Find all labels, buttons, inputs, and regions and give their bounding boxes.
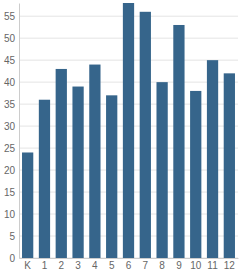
bar (72, 87, 83, 258)
x-tick: 3 (75, 258, 81, 271)
y-tick: 10 (4, 209, 19, 220)
y-tick-label: 50 (4, 33, 16, 44)
y-tick: 55 (4, 11, 19, 22)
y-tick-label: 55 (4, 11, 16, 22)
y-tick: 40 (4, 77, 19, 88)
x-tick: 7 (143, 258, 149, 271)
bar (190, 91, 201, 258)
bar (173, 25, 184, 258)
x-tick-label: 10 (190, 260, 202, 271)
plot: 0510152025303540455055K123456789101112 (4, 3, 239, 271)
x-tick-label: 4 (92, 260, 98, 271)
x-tick: 11 (207, 258, 218, 271)
bars (22, 3, 235, 258)
x-tick-label: 9 (176, 260, 182, 271)
y-tick: 15 (4, 187, 19, 198)
y-tick-label: 30 (4, 121, 16, 132)
y-tick-label: 40 (4, 77, 16, 88)
bar (56, 69, 67, 258)
x-tick: 1 (42, 258, 48, 271)
y-tick-label: 0 (9, 253, 15, 264)
x-tick-label: 12 (224, 260, 236, 271)
bar (106, 95, 117, 258)
x-axis-line (20, 258, 239, 259)
bar (39, 100, 50, 258)
x-tick: 12 (224, 258, 236, 271)
y-tick: 25 (4, 143, 19, 154)
x-tick-label: 7 (143, 260, 149, 271)
x-tick-label: 6 (126, 260, 132, 271)
chart: 0510152025303540455055K123456789101112 (0, 0, 240, 277)
x-tick: 8 (159, 258, 165, 271)
y-tick-label: 20 (4, 165, 16, 176)
x-axis: K123456789101112 (20, 258, 239, 271)
x-tick-label: 5 (109, 260, 115, 271)
bar (156, 82, 167, 258)
x-tick-label: 2 (58, 260, 64, 271)
x-tick-label: 3 (75, 260, 81, 271)
y-tick: 0 (9, 253, 19, 264)
y-axis: 0 5 10 15 20 25 30 35 40 45 50 55 (4, 4, 20, 264)
y-tick: 45 (4, 55, 19, 66)
y-tick-label: 45 (4, 55, 16, 66)
x-tick: 10 (190, 258, 202, 271)
y-axis-line (19, 4, 20, 259)
x-tick: 5 (109, 258, 115, 271)
x-tick: 4 (92, 258, 98, 271)
x-tick: 2 (58, 258, 64, 271)
y-tick: 35 (4, 99, 19, 110)
y-tick: 50 (4, 33, 19, 44)
bar (224, 73, 235, 258)
x-tick-label: 1 (42, 260, 48, 271)
y-tick-label: 10 (4, 209, 16, 220)
x-tick-label: K (24, 260, 31, 271)
y-tick: 20 (4, 165, 19, 176)
x-tick-label: 11 (207, 260, 218, 271)
y-tick: 30 (4, 121, 19, 132)
bar (123, 3, 134, 258)
x-tick-label: 8 (159, 260, 165, 271)
bar (89, 65, 100, 258)
y-tick: 5 (9, 231, 19, 242)
y-tick-label: 5 (9, 231, 15, 242)
bar (22, 152, 33, 258)
y-tick-label: 35 (4, 99, 16, 110)
y-tick-label: 25 (4, 143, 16, 154)
bar (140, 12, 151, 258)
y-tick-label: 15 (4, 187, 16, 198)
bar (207, 60, 218, 258)
x-tick: 9 (176, 258, 182, 271)
x-tick: 6 (126, 258, 132, 271)
x-tick: K (24, 258, 31, 271)
